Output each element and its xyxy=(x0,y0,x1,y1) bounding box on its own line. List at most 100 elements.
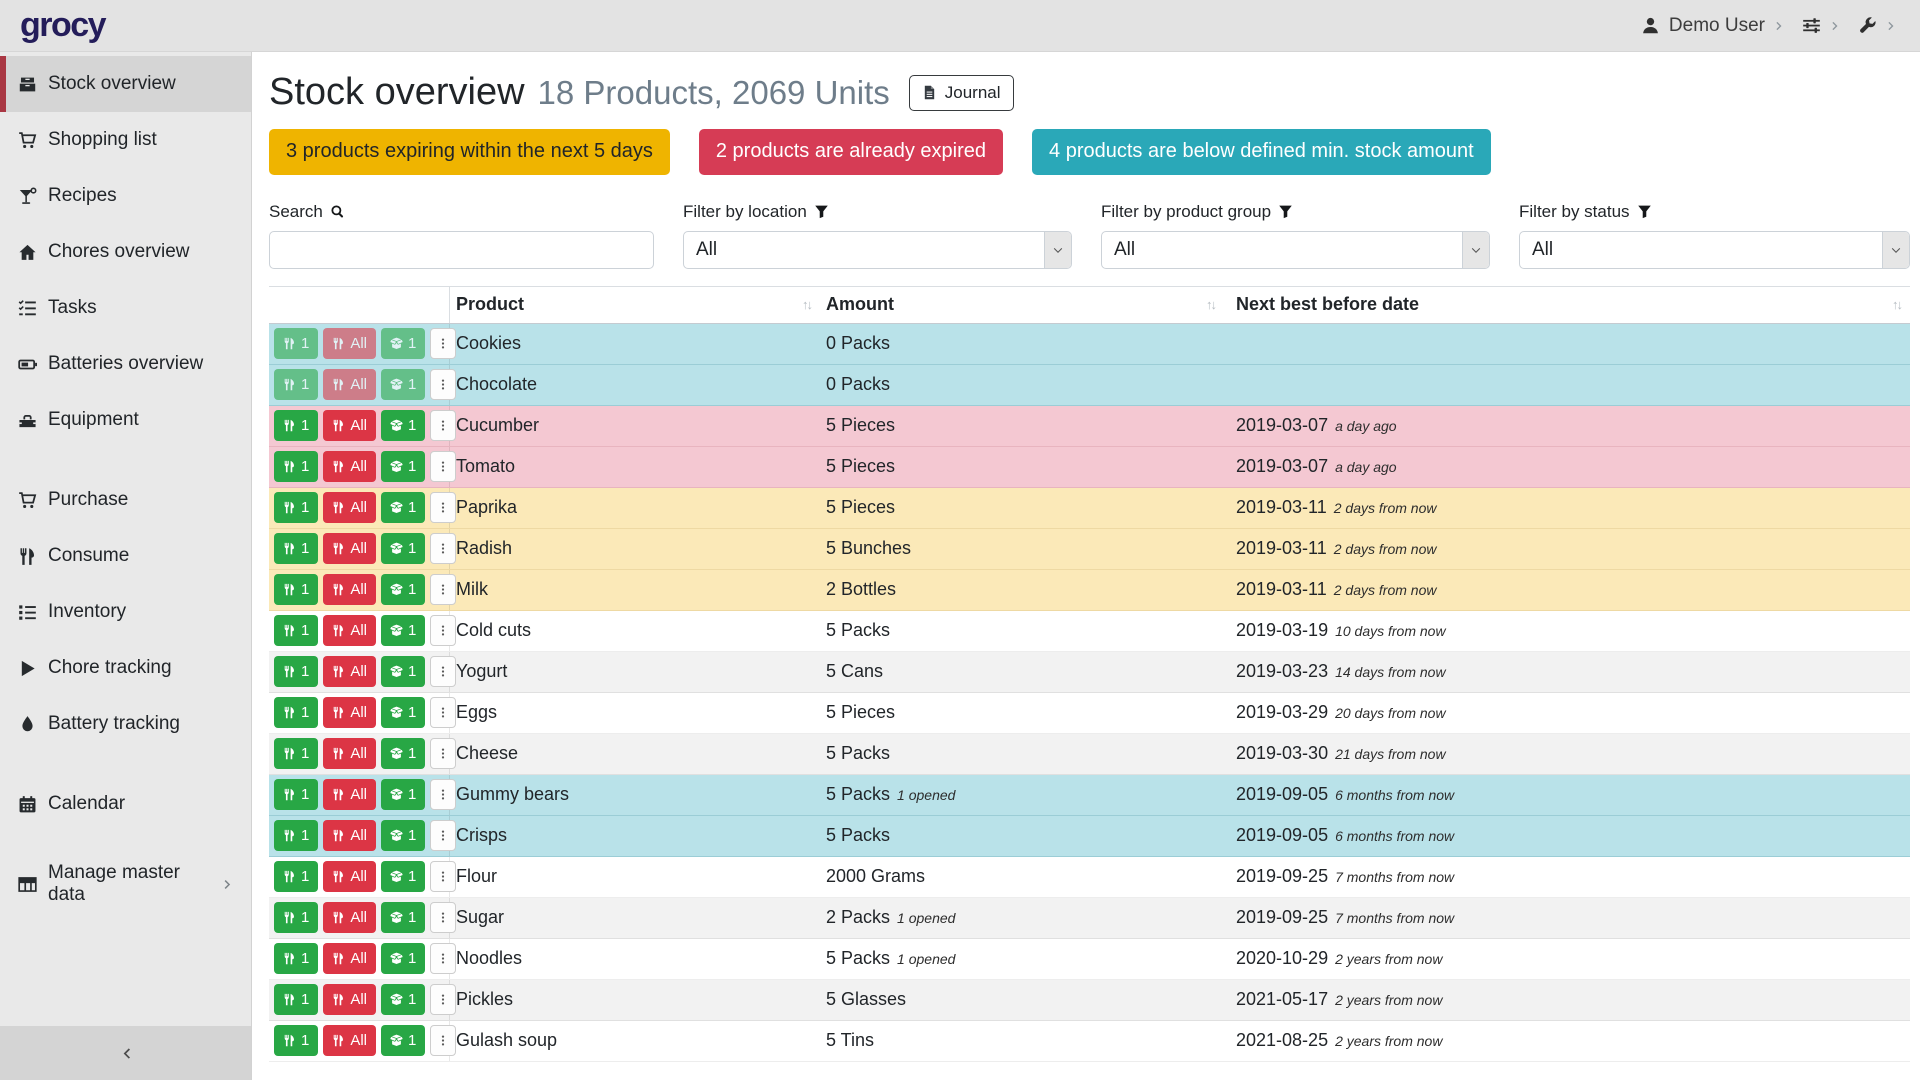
consume-all-button[interactable]: All xyxy=(323,861,377,893)
column-header-next-best-before-date[interactable]: Next best before date ↑↓ xyxy=(1236,294,1903,315)
consume-one-button[interactable]: 1 xyxy=(274,861,319,893)
consume-all-button[interactable]: All xyxy=(323,779,377,811)
row-menu-button[interactable] xyxy=(430,902,457,934)
sidebar-item-recipes[interactable]: Recipes xyxy=(0,168,251,224)
open-one-button[interactable]: 1 xyxy=(381,779,426,811)
sidebar-item-shopping-list[interactable]: Shopping list xyxy=(0,112,251,168)
row-menu-button[interactable] xyxy=(430,984,457,1016)
open-one-button[interactable]: 1 xyxy=(381,984,426,1016)
consume-all-button[interactable]: All xyxy=(323,369,377,401)
row-menu-button[interactable] xyxy=(430,943,457,975)
open-one-button[interactable]: 1 xyxy=(381,697,426,729)
consume-all-button[interactable]: All xyxy=(323,410,377,442)
open-one-button[interactable]: 1 xyxy=(381,943,426,975)
consume-one-button[interactable]: 1 xyxy=(274,820,319,852)
sidebar-item-equipment[interactable]: Equipment xyxy=(0,392,251,448)
open-one-button[interactable]: 1 xyxy=(381,410,426,442)
consume-one-button[interactable]: 1 xyxy=(274,738,319,770)
consume-all-button[interactable]: All xyxy=(323,615,377,647)
location-select[interactable]: All xyxy=(683,230,1072,269)
open-one-button[interactable]: 1 xyxy=(381,369,426,401)
sidebar-item-purchase[interactable]: Purchase xyxy=(0,472,251,528)
sidebar-collapse-button[interactable] xyxy=(0,1026,251,1080)
sidebar-item-tasks[interactable]: Tasks xyxy=(0,280,251,336)
consume-one-button[interactable]: 1 xyxy=(274,779,319,811)
consume-one-button[interactable]: 1 xyxy=(274,492,319,524)
alert-expired[interactable]: 2 products are already expired xyxy=(698,128,1004,175)
consume-all-button[interactable]: All xyxy=(323,574,377,606)
sidebar-item-calendar[interactable]: Calendar xyxy=(0,776,251,832)
sidebar-item-inventory[interactable]: Inventory xyxy=(0,584,251,640)
row-menu-button[interactable] xyxy=(430,369,457,401)
admin-menu[interactable] xyxy=(1858,16,1898,35)
consume-all-button[interactable]: All xyxy=(323,328,377,360)
sidebar-item-chores-overview[interactable]: Chores overview xyxy=(0,224,251,280)
open-one-button[interactable]: 1 xyxy=(381,533,426,565)
row-menu-button[interactable] xyxy=(430,615,457,647)
consume-one-button[interactable]: 1 xyxy=(274,615,319,647)
sidebar-item-chore-tracking[interactable]: Chore tracking xyxy=(0,640,251,696)
consume-one-button[interactable]: 1 xyxy=(274,574,319,606)
consume-all-button[interactable]: All xyxy=(323,492,377,524)
consume-one-button[interactable]: 1 xyxy=(274,656,319,688)
open-one-button[interactable]: 1 xyxy=(381,451,426,483)
row-menu-button[interactable] xyxy=(430,779,457,811)
consume-all-button[interactable]: All xyxy=(323,656,377,688)
consume-all-button[interactable]: All xyxy=(323,697,377,729)
row-menu-button[interactable] xyxy=(430,820,457,852)
row-menu-button[interactable] xyxy=(430,328,457,360)
consume-all-button[interactable]: All xyxy=(323,451,377,483)
consume-all-button[interactable]: All xyxy=(323,943,377,975)
column-header-amount[interactable]: Amount ↑↓ xyxy=(826,294,1217,315)
consume-all-button[interactable]: All xyxy=(323,820,377,852)
consume-one-button[interactable]: 1 xyxy=(274,533,319,565)
status-select[interactable]: All xyxy=(1519,230,1910,269)
consume-all-button[interactable]: All xyxy=(323,1025,377,1057)
user-menu[interactable]: Demo User xyxy=(1641,15,1786,37)
row-menu-button[interactable] xyxy=(430,533,457,565)
consume-one-button[interactable]: 1 xyxy=(274,410,319,442)
sidebar-item-manage-master-data[interactable]: Manage master data xyxy=(0,856,251,912)
journal-button[interactable]: Journal xyxy=(908,74,1014,111)
row-menu-button[interactable] xyxy=(430,861,457,893)
alert-below-min-stock[interactable]: 4 products are below defined min. stock … xyxy=(1032,128,1491,175)
consume-all-button[interactable]: All xyxy=(323,902,377,934)
search-input[interactable] xyxy=(269,230,654,269)
open-one-button[interactable]: 1 xyxy=(381,861,426,893)
consume-one-button[interactable]: 1 xyxy=(274,902,319,934)
consume-one-button[interactable]: 1 xyxy=(274,984,319,1016)
row-menu-button[interactable] xyxy=(430,1025,457,1057)
open-one-button[interactable]: 1 xyxy=(381,1025,426,1057)
row-menu-button[interactable] xyxy=(430,738,457,770)
row-menu-button[interactable] xyxy=(430,697,457,729)
consume-one-button[interactable]: 1 xyxy=(274,697,319,729)
open-one-button[interactable]: 1 xyxy=(381,656,426,688)
alert-expiring[interactable]: 3 products expiring within the next 5 da… xyxy=(269,128,670,175)
sidebar-item-batteries-overview[interactable]: Batteries overview xyxy=(0,336,251,392)
sidebar-item-stock-overview[interactable]: Stock overview xyxy=(0,56,251,112)
row-menu-button[interactable] xyxy=(430,574,457,606)
consume-one-button[interactable]: 1 xyxy=(274,943,319,975)
open-one-button[interactable]: 1 xyxy=(381,902,426,934)
row-menu-button[interactable] xyxy=(430,410,457,442)
open-one-button[interactable]: 1 xyxy=(381,492,426,524)
column-header-product[interactable]: Product ↑↓ xyxy=(456,294,813,315)
open-one-button[interactable]: 1 xyxy=(381,738,426,770)
consume-one-button[interactable]: 1 xyxy=(274,1025,319,1057)
sidebar-item-battery-tracking[interactable]: Battery tracking xyxy=(0,696,251,752)
row-menu-button[interactable] xyxy=(430,656,457,688)
consume-all-button[interactable]: All xyxy=(323,738,377,770)
consume-one-button[interactable]: 1 xyxy=(274,451,319,483)
sidebar-item-consume[interactable]: Consume xyxy=(0,528,251,584)
consume-all-button[interactable]: All xyxy=(323,984,377,1016)
consume-one-button[interactable]: 1 xyxy=(274,328,319,360)
stock-settings-menu[interactable] xyxy=(1802,16,1842,35)
app-logo[interactable]: grocy xyxy=(20,6,107,44)
open-one-button[interactable]: 1 xyxy=(381,820,426,852)
open-one-button[interactable]: 1 xyxy=(381,615,426,647)
consume-all-button[interactable]: All xyxy=(323,533,377,565)
consume-one-button[interactable]: 1 xyxy=(274,369,319,401)
open-one-button[interactable]: 1 xyxy=(381,328,426,360)
row-menu-button[interactable] xyxy=(430,492,457,524)
open-one-button[interactable]: 1 xyxy=(381,574,426,606)
